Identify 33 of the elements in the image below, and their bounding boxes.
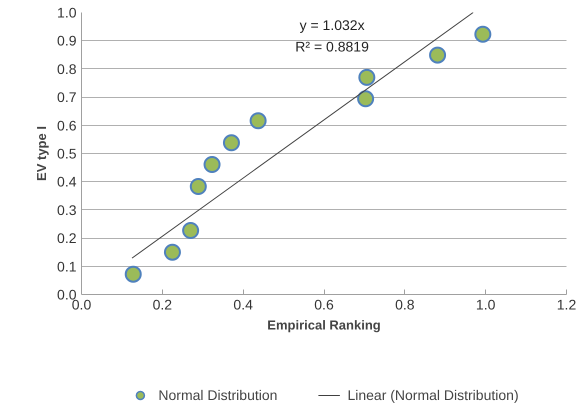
point [474,26,492,43]
legend-label: Linear (Normal Distribution) [347,386,519,402]
y-tick-label: 0.7 [57,89,77,106]
x-tick-label: 0.6 [314,296,334,312]
point [204,156,221,173]
y-tick-label: 0.3 [57,202,77,218]
point [222,134,240,152]
point [190,178,207,195]
y-tick-label: 0.1 [57,258,77,274]
annotation: y = 1.032x [300,17,365,34]
point [429,46,446,64]
y-tick-label: 1.0 [57,4,77,20]
y-tick-label: 0.8 [57,60,77,77]
y-tick-label: 0.6 [57,117,77,134]
annotation: R² = 0.8819 [295,38,370,54]
point [250,112,267,130]
y-tick-label: 0.4 [57,174,77,190]
y-tick-label: 0.5 [57,146,77,162]
point [124,266,142,283]
legend-label: Normal Distribution [158,386,278,402]
x-tick-label: 1.2 [556,296,576,312]
x-axis-title: Empirical Ranking [267,318,381,332]
point [358,68,376,86]
point [182,222,200,239]
x-tick-label: 0.8 [395,296,415,312]
x-tick-label: 0.4 [233,296,254,312]
x-tick-label: 0.2 [152,296,172,312]
x-tick-label: 1.0 [476,296,496,312]
y-axis-title: EV type I [34,126,50,181]
point [357,90,374,108]
y-tick-label: 0.2 [57,230,77,246]
y-tick-label: 0.9 [57,32,77,49]
point [164,244,181,261]
